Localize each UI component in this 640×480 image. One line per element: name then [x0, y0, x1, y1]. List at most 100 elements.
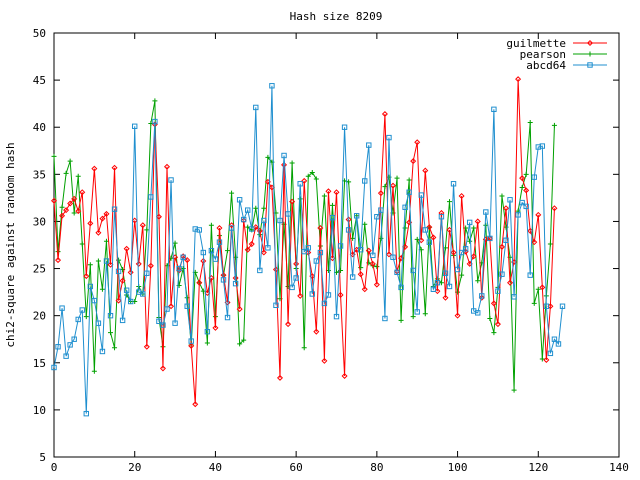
legend-label-guilmette: guilmette [506, 37, 566, 50]
data-point [494, 321, 501, 328]
data-point [75, 316, 81, 323]
data-point [543, 303, 550, 309]
data-point [394, 175, 400, 181]
data-point [341, 124, 348, 130]
data-point [398, 317, 404, 323]
data-point [297, 196, 303, 202]
data-point [414, 139, 421, 146]
data-point [297, 181, 303, 187]
data-point [273, 302, 279, 309]
data-point [490, 300, 497, 307]
data-point [511, 294, 517, 300]
data-point [495, 288, 501, 294]
data-point [144, 227, 150, 233]
data-point [269, 83, 275, 89]
data-point [515, 212, 521, 218]
data-point [362, 178, 368, 184]
data-point [539, 143, 546, 149]
data-point [362, 221, 368, 227]
data-point [422, 311, 428, 317]
legend-label-pearson: pearson [520, 48, 566, 61]
data-point [519, 175, 526, 182]
data-point [99, 215, 106, 222]
data-point [79, 307, 85, 313]
y-axis-ticks: 5 10 15 20 25 30 35 40 45 50 [33, 27, 619, 464]
data-point [450, 249, 457, 256]
data-point [301, 248, 307, 255]
data-point [329, 202, 335, 208]
data-point [176, 265, 182, 272]
data-point [487, 235, 493, 242]
data-point [119, 277, 126, 284]
data-point [115, 268, 122, 275]
data-point [204, 328, 211, 335]
data-point [180, 254, 186, 260]
data-point [471, 225, 477, 231]
data-point [99, 348, 106, 355]
data-point [51, 364, 57, 371]
legend-label-abcd64: abcd64 [526, 59, 566, 72]
data-point [551, 205, 558, 212]
data-point [447, 199, 452, 205]
x-tick-label: 140 [609, 461, 629, 474]
data-point [71, 336, 77, 342]
data-point [430, 234, 437, 241]
data-point [475, 310, 481, 316]
data-point [527, 272, 533, 278]
y-tick-label: 25 [33, 263, 46, 276]
data-point [551, 336, 558, 342]
data-point [276, 374, 284, 381]
data-point [446, 283, 453, 290]
data-point [475, 278, 481, 284]
data-point [67, 342, 73, 348]
data-point [531, 239, 538, 246]
data-point [229, 190, 235, 196]
data-point [301, 345, 307, 351]
data-point [325, 188, 332, 195]
data-point [559, 303, 566, 309]
data-point [385, 251, 392, 258]
data-point [212, 256, 219, 262]
data-point [547, 241, 553, 247]
data-point [313, 258, 320, 264]
y-tick-label: 10 [33, 404, 46, 417]
data-point [402, 204, 408, 211]
data-point [459, 272, 465, 278]
data-point [313, 176, 319, 182]
y-tick-label: 30 [33, 215, 46, 228]
data-point [502, 205, 510, 212]
data-point [71, 195, 78, 202]
data-point [55, 257, 62, 264]
data-point [458, 192, 465, 200]
data-point [337, 243, 344, 249]
x-tick-label: 20 [128, 461, 141, 474]
data-point [531, 300, 537, 306]
data-point [103, 258, 110, 264]
data-point [289, 160, 295, 166]
data-point [51, 153, 57, 159]
series-line-guilmette [53, 79, 555, 405]
data-point [152, 98, 158, 104]
data-point [63, 207, 70, 214]
data-point [67, 158, 73, 164]
series-guilmette [50, 76, 558, 408]
data-point [309, 291, 315, 297]
data-point [87, 283, 94, 290]
x-tick-label: 40 [209, 461, 222, 474]
data-point [285, 321, 292, 328]
data-point [390, 254, 396, 260]
data-point [208, 247, 215, 254]
data-point [523, 171, 529, 177]
data-point [95, 258, 101, 264]
y-tick-label: 35 [33, 168, 46, 181]
data-point [483, 209, 489, 215]
data-point [442, 270, 449, 276]
data-point [466, 219, 473, 226]
data-point [224, 314, 231, 321]
data-point [462, 246, 469, 252]
data-point [321, 357, 328, 364]
data-point [434, 279, 441, 286]
data-point [240, 217, 247, 224]
data-point [168, 303, 175, 310]
data-point [184, 303, 190, 309]
